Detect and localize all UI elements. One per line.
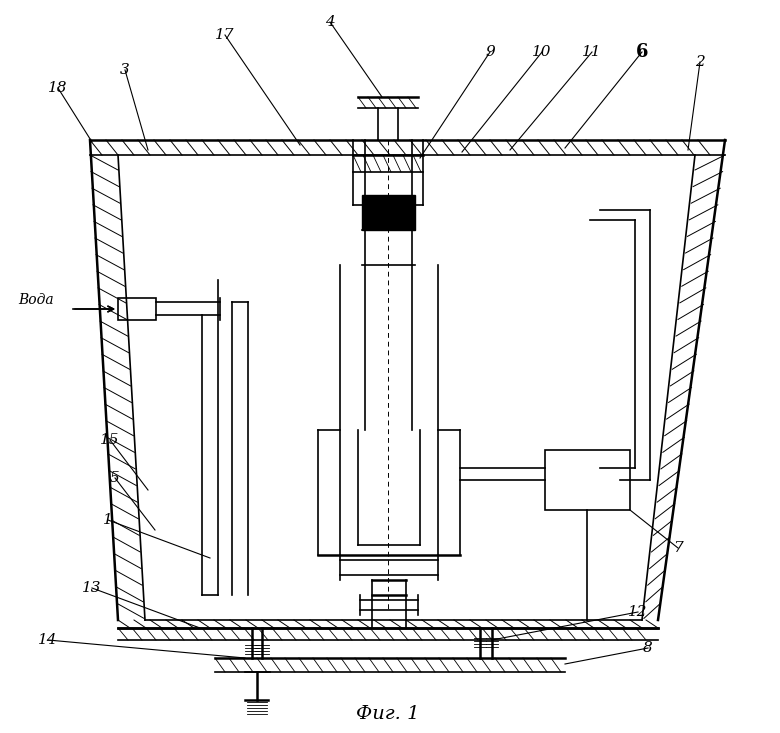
Bar <box>545 450 630 510</box>
Bar <box>362 195 415 230</box>
Text: 14: 14 <box>38 633 58 647</box>
Text: 10: 10 <box>532 45 551 59</box>
Text: 5: 5 <box>110 471 120 485</box>
Text: 6: 6 <box>636 43 648 61</box>
Text: 12: 12 <box>628 605 647 619</box>
Text: 7: 7 <box>673 541 682 555</box>
Text: 15: 15 <box>101 433 120 447</box>
Text: Фиг. 1: Фиг. 1 <box>356 705 420 723</box>
Text: 17: 17 <box>215 28 235 42</box>
Text: 18: 18 <box>48 81 68 95</box>
Text: Вода: Вода <box>18 293 54 307</box>
Text: 8: 8 <box>644 641 653 655</box>
Text: 1: 1 <box>103 513 113 527</box>
Text: 4: 4 <box>325 15 335 29</box>
Text: 11: 11 <box>582 45 601 59</box>
Text: 13: 13 <box>82 581 101 595</box>
Text: 2: 2 <box>695 55 705 69</box>
Text: 3: 3 <box>120 63 130 77</box>
Bar <box>118 298 156 320</box>
Text: 9: 9 <box>485 45 495 59</box>
